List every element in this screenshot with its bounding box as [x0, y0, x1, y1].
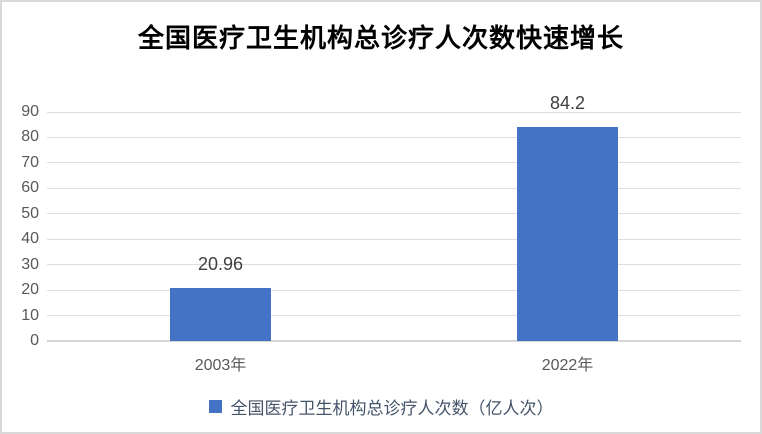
- bar-2003年: [170, 287, 271, 341]
- y-tick-label: 20: [21, 281, 39, 299]
- y-tick-label: 60: [21, 179, 39, 197]
- gridline: [47, 238, 741, 240]
- x-axis-line: [47, 340, 741, 342]
- legend-label: 全国医疗卫生机构总诊疗人次数（亿人次）: [230, 399, 554, 418]
- gridline: [47, 213, 741, 215]
- y-tick-label: 80: [21, 128, 39, 146]
- gridline: [47, 315, 741, 317]
- y-tick-label: 0: [30, 332, 39, 349]
- y-tick-label: 10: [21, 306, 39, 324]
- x-tick-label: 2022年: [541, 357, 594, 374]
- x-tick-label: 2003年: [194, 357, 247, 374]
- gridline: [47, 162, 741, 164]
- y-tick-label: 70: [21, 153, 39, 171]
- y-tick-label: 50: [21, 204, 39, 222]
- gridline: [47, 187, 741, 189]
- gridline: [47, 136, 741, 138]
- y-tick-label: 90: [21, 103, 39, 120]
- bar-value-label: 84.2: [549, 92, 586, 113]
- y-tick-label: 40: [21, 230, 39, 248]
- bar-value-label: 20.96: [197, 253, 244, 274]
- chart-title: 全国医疗卫生机构总诊疗人次数快速增长: [137, 23, 624, 53]
- plot-area: 20.96 84.2: [47, 93, 741, 342]
- bar-2022年: [517, 126, 618, 341]
- y-axis: 0 10 20 30 40 50 60 70 80 90: [2, 103, 39, 349]
- gridline: [47, 264, 741, 266]
- gridline: [47, 289, 741, 291]
- gridline: [47, 111, 741, 113]
- y-tick-label: 30: [21, 255, 39, 273]
- legend: 全国医疗卫生机构总诊疗人次数（亿人次）: [2, 394, 760, 419]
- legend-swatch-icon: [208, 400, 222, 413]
